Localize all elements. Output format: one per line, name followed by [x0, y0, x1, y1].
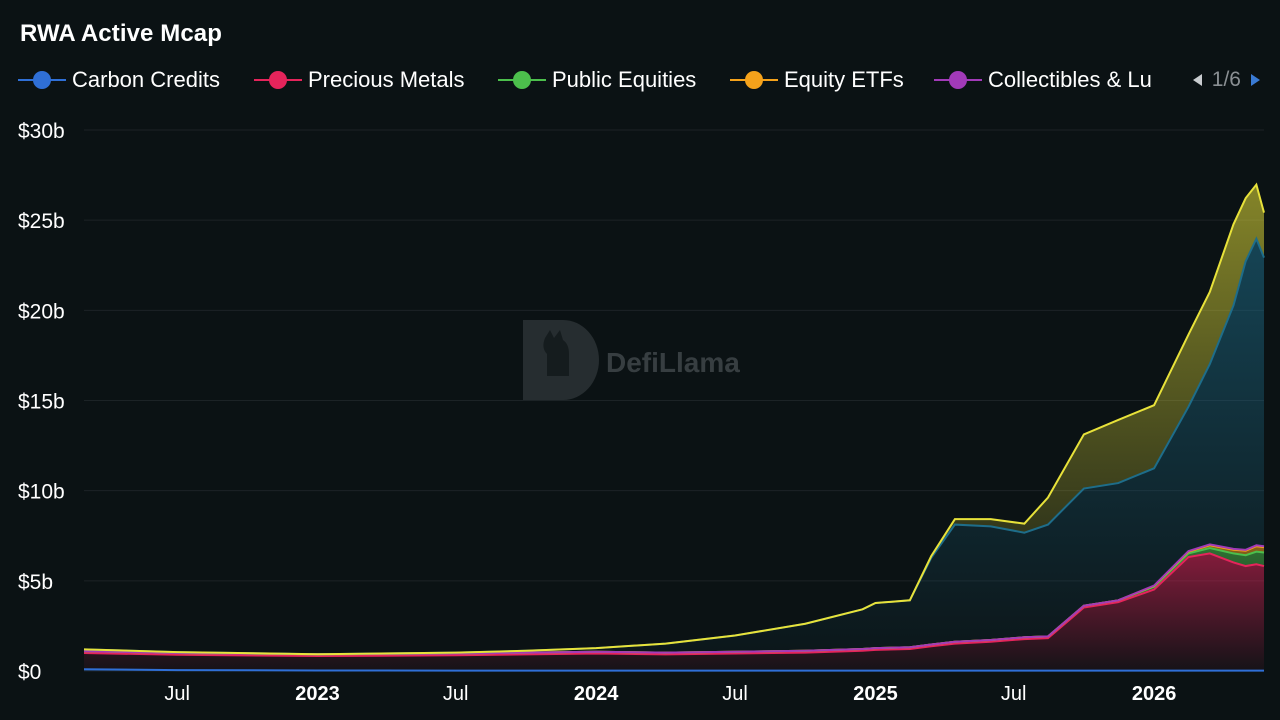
llama-head-icon [543, 330, 569, 376]
legend-marker-icon [498, 71, 546, 89]
x-tick-label: 2025 [853, 683, 898, 705]
series-line [83, 668, 1264, 672]
y-tick-label: $30b [18, 120, 65, 143]
series-areas [84, 184, 1264, 671]
series-line [83, 182, 1265, 656]
legend-items: Carbon Credits Precious Metals Public Eq… [18, 64, 1162, 96]
llama-logo-icon [523, 320, 599, 400]
legend-item-equity-etfs[interactable]: Equity ETFs [730, 64, 904, 96]
legend-label: Equity ETFs [784, 67, 904, 92]
y-tick-label: $0 [18, 661, 41, 684]
x-axis: Jul 2023 Jul 2024 Jul 2025 Jul 2026 [164, 683, 1176, 705]
x-tick-label: Jul [164, 683, 190, 705]
legend-label: Public Equities [552, 67, 697, 92]
x-tick-label: Jul [722, 683, 748, 705]
legend-label: Precious Metals [308, 67, 465, 92]
chevron-right-icon[interactable] [1251, 74, 1260, 86]
y-tick-label: $25b [18, 210, 65, 233]
y-tick-label: $15b [18, 391, 65, 414]
legend-label: Carbon Credits [72, 67, 220, 92]
series-lines [83, 182, 1265, 672]
x-tick-label: Jul [443, 683, 469, 705]
defillama-watermark: DefiLlama [523, 320, 740, 400]
x-tick-label: 2023 [295, 683, 340, 705]
y-tick-label: $20b [18, 300, 65, 323]
series-area [84, 238, 1264, 655]
legend-marker-icon [934, 71, 982, 89]
series-line [83, 543, 1265, 656]
legend-marker-icon [18, 71, 66, 89]
legend-item-collectibles[interactable]: Collectibles & Lu [934, 64, 1152, 96]
x-tick-label: 2026 [1132, 683, 1177, 705]
legend-item-public-equities[interactable]: Public Equities [498, 64, 696, 96]
legend-pager: 1/6 [1192, 64, 1260, 96]
x-tick-label: 2024 [574, 683, 619, 705]
series-line [83, 552, 1265, 658]
legend-item-precious-metals[interactable]: Precious Metals [254, 64, 465, 96]
legend-item-carbon-credits[interactable]: Carbon Credits [18, 64, 220, 96]
legend-page-indicator: 1/6 [1211, 68, 1241, 91]
legend-marker-icon [730, 71, 778, 89]
series-area [84, 553, 1264, 671]
legend: Carbon Credits Precious Metals Public Eq… [18, 64, 1280, 96]
x-tick-label: Jul [1001, 683, 1027, 705]
watermark-text: DefiLlama [606, 347, 740, 378]
y-tick-label: $5b [18, 571, 53, 594]
legend-label: Collectibles & Lu [988, 67, 1152, 92]
legend-marker-icon [254, 71, 302, 89]
y-axis: $0 $5b $10b $15b $20b $25b $30b [18, 120, 65, 684]
chart-title: RWA Active Mcap [20, 20, 222, 47]
y-tick-label: $10b [18, 481, 65, 504]
chevron-left-icon[interactable] [1192, 74, 1202, 86]
